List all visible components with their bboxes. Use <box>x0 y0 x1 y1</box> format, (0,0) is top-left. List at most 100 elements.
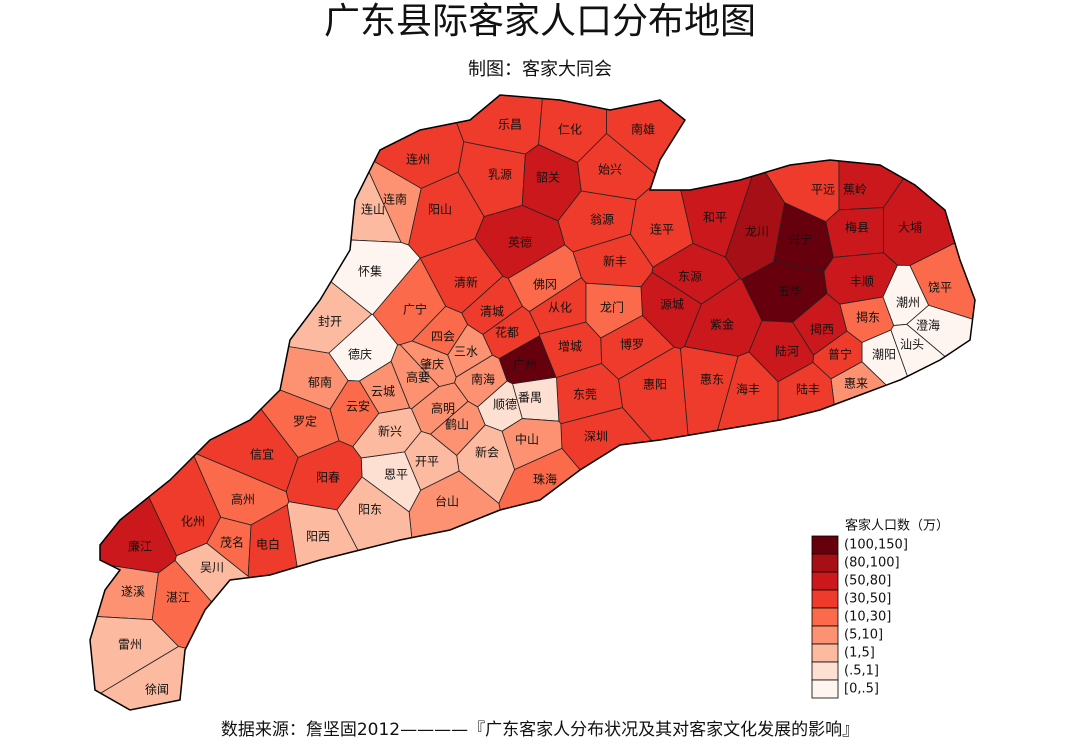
county-label: 陆丰 <box>796 382 820 397</box>
county-label: 紫金 <box>710 317 734 332</box>
county-label: 怀集 <box>358 264 382 279</box>
county-label: 龙川 <box>745 225 769 239</box>
county-label: 平远 <box>811 183 835 197</box>
county-label: 罗定 <box>293 414 317 429</box>
county-label: 台山 <box>435 494 459 509</box>
county-label: 雷州 <box>118 638 142 652</box>
legend-title: 客家人口数（万） <box>845 518 949 534</box>
county-label: 阳西 <box>306 530 330 544</box>
county-region <box>883 95 975 266</box>
province-outline <box>89 94 976 711</box>
county-label: 始兴 <box>598 163 622 177</box>
county-label: 新丰 <box>603 254 627 269</box>
county-label: 连山 <box>361 202 385 217</box>
county-label: 四会 <box>431 330 455 344</box>
county-label: 广州 <box>513 358 537 372</box>
county-label: 高明 <box>431 401 455 416</box>
county-label: 恩平 <box>384 468 408 482</box>
legend-swatch <box>811 643 839 663</box>
county-label: 乳源 <box>488 168 512 182</box>
county-label: 连平 <box>650 222 674 237</box>
county-label: 惠来 <box>844 377 868 391</box>
county-region <box>560 407 754 675</box>
county-label: 郁南 <box>308 375 332 390</box>
county-label: 韶关 <box>536 170 560 185</box>
county-label: 蕉岭 <box>843 183 867 197</box>
county-label: 潮阳 <box>872 347 896 362</box>
legend-label: (5,10] <box>844 628 883 643</box>
county-label: 梅县 <box>845 220 869 235</box>
county-region <box>90 312 177 574</box>
legend-swatch <box>811 553 839 573</box>
county-label: 高州 <box>231 492 255 507</box>
legend-swatch <box>811 535 839 555</box>
county-label: 龙门 <box>600 300 624 315</box>
legend-swatch <box>811 571 839 591</box>
legend-label: (30,50] <box>844 592 891 607</box>
legend-swatch <box>811 625 839 645</box>
county-label: 翁源 <box>590 213 614 227</box>
legend-label: [0,.5] <box>844 682 879 697</box>
legend-swatch <box>811 607 839 627</box>
county-label: 佛冈 <box>533 278 557 292</box>
county-label: 从化 <box>548 301 572 315</box>
county-label: 珠海 <box>533 472 557 487</box>
county-label: 花都 <box>495 325 519 340</box>
county-label: 开平 <box>415 455 439 469</box>
county-label: 高要 <box>406 370 430 385</box>
legend-label: (100,150] <box>844 538 908 553</box>
county-label: 鹤山 <box>445 417 469 432</box>
county-label: 五华 <box>778 285 802 299</box>
county-label: 南雄 <box>631 122 655 137</box>
county-label: 湛江 <box>166 591 190 605</box>
county-label: 深圳 <box>584 430 608 444</box>
county-label: 源城 <box>660 298 684 312</box>
county-label: 阳山 <box>428 203 452 217</box>
county-label: 吴川 <box>200 561 224 575</box>
county-label: 新会 <box>475 445 499 460</box>
county-label: 徐闻 <box>145 682 169 697</box>
county-label: 廉江 <box>128 539 152 554</box>
county-label: 电白 <box>256 537 280 552</box>
legend-label: (80,100] <box>844 556 900 571</box>
legend-label: (50,80] <box>844 574 891 589</box>
county-label: 南海 <box>471 372 495 387</box>
county-label: 德庆 <box>348 347 372 362</box>
county-region <box>90 95 402 243</box>
county-label: 遂溪 <box>121 585 145 599</box>
county-region <box>408 470 548 710</box>
county-label: 三水 <box>454 345 478 359</box>
county-label: 云安 <box>346 399 370 414</box>
county-label: 饶平 <box>928 281 952 295</box>
county-label: 阳东 <box>358 503 382 517</box>
county-label: 增城 <box>558 340 582 354</box>
county-label: 肇庆 <box>420 357 444 372</box>
county-label: 澄海 <box>916 318 940 333</box>
county-label: 连南 <box>383 192 407 207</box>
county-label: 仁化 <box>558 123 582 137</box>
county-label: 东莞 <box>573 388 597 402</box>
county-label: 惠阳 <box>643 378 667 392</box>
county-label: 清城 <box>480 305 504 319</box>
county-label: 大埔 <box>898 221 922 235</box>
county-label: 和平 <box>703 211 727 225</box>
county-label: 番禺 <box>518 391 542 405</box>
county-label: 揭西 <box>810 322 834 337</box>
legend: 客家人口数（万） (100,150] (80,100] (50,80] (30,50]… <box>811 518 949 699</box>
county-label: 中山 <box>515 432 539 447</box>
county-label: 惠东 <box>700 373 724 387</box>
county-label: 海丰 <box>736 382 760 397</box>
county-label: 兴宁 <box>788 232 812 247</box>
county-label: 博罗 <box>620 337 644 352</box>
source-note: 数据来源：詹坚固2012————『广东客家人分布状况及其对客家文化发展的影响』 <box>221 720 859 740</box>
county-label: 茂名 <box>220 535 244 550</box>
county-label: 广宁 <box>403 302 427 317</box>
county-label: 连州 <box>406 152 430 167</box>
county-label: 化州 <box>181 515 205 529</box>
county-label: 云城 <box>371 385 395 399</box>
legend-label: (1,5] <box>844 646 875 661</box>
legend-swatch <box>811 679 839 699</box>
county-label: 普宁 <box>828 347 852 362</box>
